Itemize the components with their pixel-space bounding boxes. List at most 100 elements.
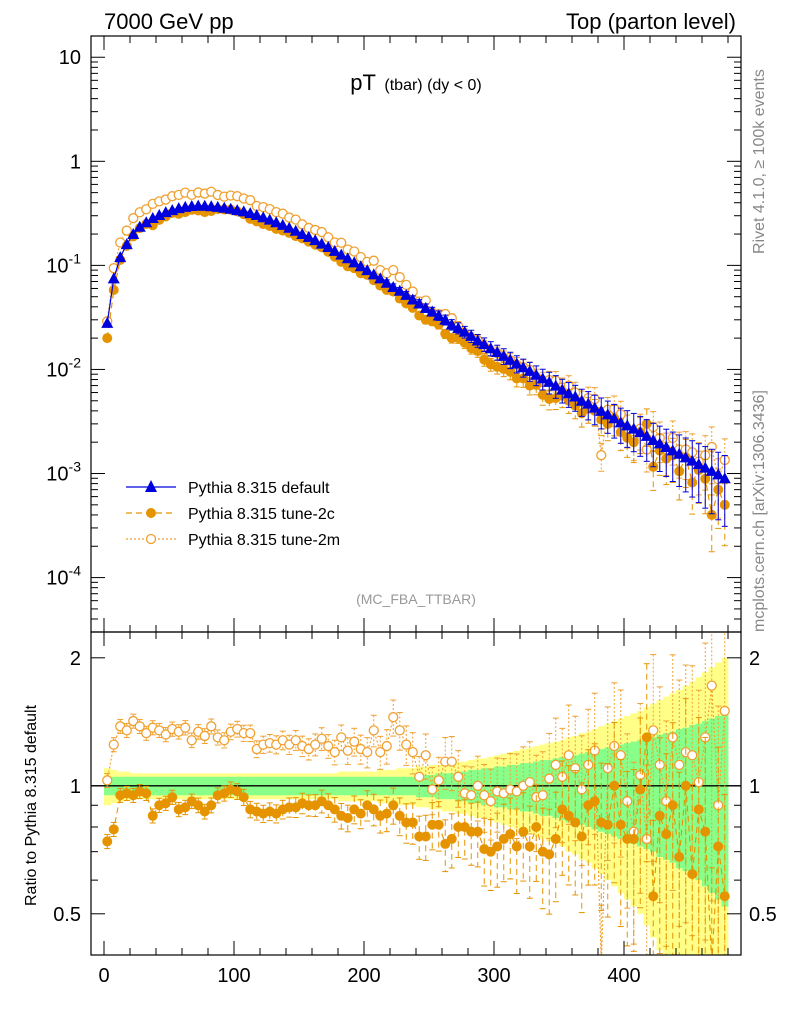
data-point-default [575,394,588,406]
ratio-point-tune-2c [693,804,704,815]
data-point-default [406,293,419,305]
ratio-point-tune-2c [206,800,217,811]
data-point-tune-2m [349,246,360,257]
series-default [101,199,731,527]
ratio-point-tune-2c [102,836,113,847]
ratio-point-tune-2c [180,802,191,813]
ratio-band-inner [552,758,560,818]
ratio-point-tune-2c [680,780,691,791]
series-tune-2m [102,186,730,519]
main-y-tick-label: 10-1 [46,250,81,277]
ratio-point-tune-2m [687,750,698,761]
ratio-point-tune-2m [121,725,132,736]
ratio-point-tune-2c [446,833,457,844]
data-point-default [504,353,517,365]
data-point-tune-2c [518,373,529,384]
ratio-point-tune-2m [648,725,659,736]
ratio-point-tune-2m [524,776,535,788]
ratio-point-tune-2c [713,841,724,852]
main-y-tick-label: 10 [59,47,81,69]
ratio-point-tune-2m [719,705,730,717]
data-point-tune-2m [388,264,399,276]
data-point-default [328,244,341,256]
data-point-default [510,357,523,369]
ratio-point-tune-2m [199,730,210,742]
data-point-default [419,301,432,313]
ratio-y-tick-label-left: 0.5 [53,904,81,926]
ratio-point-tune-2c [602,819,613,830]
ratio-point-tune-2m [381,740,392,752]
ratio-point-tune-2c [342,812,353,823]
ratio-point-tune-2c [707,959,717,969]
data-point-default [283,221,296,233]
ratio-point-tune-2c [589,796,600,807]
series-tune-2c [102,204,730,553]
ratio-y-axis-label: Ratio to Pythia 8.315 default [23,704,40,906]
ratio-point-tune-2m [206,721,217,732]
data-point-default [341,252,354,264]
data-point-default [595,404,608,416]
ratio-y-axis: 0.5 0.5 1 1 2 2 [53,648,777,956]
ratio-x-tick-label: 100 [217,965,250,987]
plot-title-main: pT [350,70,376,95]
data-point-default [315,237,328,249]
data-point-default [588,401,601,413]
ratio-x-tick-label: 400 [607,965,640,987]
ratio-point-tune-2c [407,817,418,828]
ratio-point-tune-2c [674,852,685,863]
data-point-tune-2m [121,225,132,236]
data-point-default [101,316,114,328]
ratio-point-tune-2c [238,792,249,803]
data-point-tune-2c [706,509,717,520]
ratio-point-tune-2c [687,869,698,880]
data-point-default [465,329,478,341]
data-point-default [114,251,127,263]
data-point-default [276,218,289,230]
ratio-point-tune-2m [160,729,171,740]
data-point-default [322,241,335,253]
data-point-default [348,256,361,268]
main-data-layer [101,186,731,553]
data-point-default [718,472,731,484]
ratio-point-tune-2m [472,780,483,791]
data-point-default [120,238,133,250]
ratio-point-tune-2c [505,829,516,840]
data-point-default [309,234,322,246]
ratio-point-tune-2m [388,712,399,723]
ratio-point-tune-2c [160,798,171,809]
ratio-point-tune-2c [557,804,568,815]
ratio-point-tune-2m [290,735,301,746]
data-point-default [413,297,426,309]
data-point-default [536,372,549,384]
data-point-default [614,416,627,428]
data-point-default [354,260,367,272]
data-point-tune-2m [336,237,347,248]
ratio-point-tune-2c [563,810,574,821]
ratio-point-tune-2c [141,788,152,799]
ratio-point-tune-2m [368,725,379,736]
ratio-point-tune-2c [524,841,535,852]
ratio-point-tune-2m [427,784,438,795]
data-point-default [146,212,159,224]
ratio-band-inner [676,729,683,869]
ratio-band-inner [650,737,657,852]
main-y-tick-label: 10-3 [46,459,81,486]
rivet-version-label: Rivet 4.1.0, ≥ 100k events [751,69,768,254]
ratio-point-tune-2c [550,833,561,844]
ratio-point-tune-2c [511,841,522,852]
data-point-default [627,422,640,434]
ratio-point-tune-2m [544,773,555,784]
ratio-point-tune-2m [433,775,444,786]
ratio-point-tune-2m [446,756,457,767]
ratio-point-tune-2c [667,800,678,811]
ratio-point-tune-2m [407,746,418,758]
ratio-band-inner [689,724,696,878]
ratio-point-tune-2m [485,796,496,807]
data-point-default [712,468,725,480]
ratio-point-tune-2c [628,833,639,844]
data-point-default [432,309,445,321]
data-point-default [478,338,491,350]
mcplots-label: mcplots.cern.ch [arXiv:1306.3436] [751,390,768,632]
ratio-point-tune-2c [167,792,178,803]
